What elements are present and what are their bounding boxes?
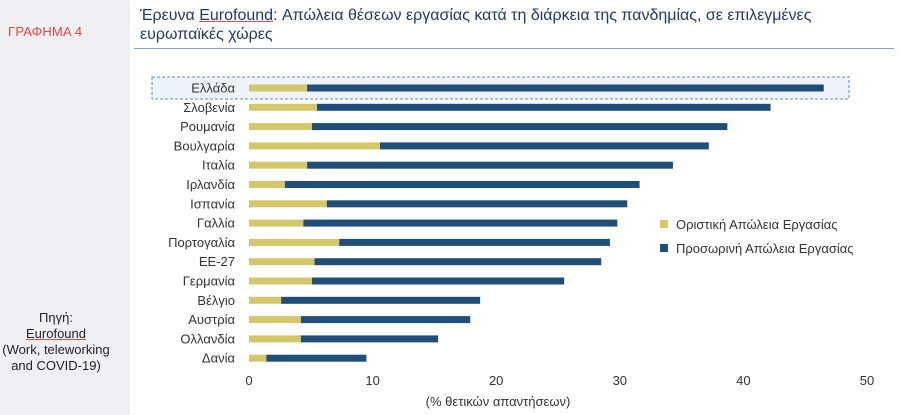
category-label: Ιταλία [202,158,235,173]
bar-temporary [266,354,367,362]
bar-permanent [249,161,308,169]
source-note: Πηγή: Eurofound (Work, teleworking and C… [0,310,112,374]
bar-permanent [249,142,381,150]
bar-temporary [380,142,709,150]
bar-permanent [249,238,340,246]
legend-item-temporary: Προσωρινή Απώλεια Εργασίας [660,240,854,256]
category-label: Γερμανία [183,274,236,289]
category-label: Ολλανδία [180,331,235,346]
bar-permanent [249,335,301,343]
legend-swatch-permanent [660,220,668,228]
bar-temporary [303,219,618,227]
figure-label: ΓΡΑΦΗΜΑ 4 [8,24,83,39]
category-label: Δανία [202,351,236,366]
x-axis-title: (% θετικών απαντήσεων) [426,394,571,409]
bar-temporary [326,200,628,208]
category-label: Βουλγαρία [174,138,236,153]
bar-permanent [249,296,282,304]
category-label: Σλοβενία [183,100,235,115]
bar-permanent [249,181,285,188]
category-label: Πορτογαλία [168,235,235,250]
bar-temporary [300,335,439,343]
bar-temporary [281,296,481,304]
bar-permanent [249,277,313,285]
bar-permanent [249,354,267,362]
legend-label-permanent: Οριστική Απώλεια Εργασίας [676,216,838,232]
bar-temporary [300,316,471,324]
bar-temporary [316,103,771,111]
category-label: Βέλγιο [197,293,235,308]
chart-panel: Έρευνα Eurofound: Απώλεια θέσεων εργασία… [130,0,900,415]
source-label: Πηγή: [39,310,73,325]
bar-temporary [307,161,673,169]
category-label: Ισπανία [190,196,235,211]
category-label: Ιρλανδία [186,177,235,192]
legend-swatch-temporary [660,244,668,252]
category-label: ΕΕ-27 [199,254,235,269]
bar-temporary [284,181,640,188]
title-highlight: Eurofound [199,7,274,24]
category-label: Ελλάδα [191,81,235,96]
bar-permanent [249,219,304,227]
x-tick-label: 40 [736,373,750,388]
bar-permanent [249,103,317,111]
x-tick-label: 0 [245,373,252,388]
chart-title: Έρευνα Eurofound: Απώλεια θέσεων εργασία… [140,6,880,44]
bar-temporary [312,277,565,285]
bar-temporary [307,84,824,92]
bar-temporary [314,258,602,266]
category-label: Αυστρία [188,312,235,327]
bar-temporary [312,123,728,131]
x-tick-label: 20 [489,373,503,388]
bar-chart: Ελλάδα Σλοβενία Ρουμανία Βουλγαρία Ιταλία Ιρλ… [151,76,874,409]
x-tick-label: 30 [613,373,627,388]
bar-temporary [339,238,610,246]
source-detail: (Work, teleworking and COVID-19) [2,342,110,373]
category-label: Ρουμανία [180,119,235,134]
legend-label-temporary: Προσωρινή Απώλεια Εργασίας [676,240,854,256]
title-prefix: Έρευνα [140,7,200,24]
legend: Οριστική Απώλεια Εργασίας Προσωρινή Απώλ… [660,216,854,264]
title-suffix: : Απώλεια θέσεων εργασίας κατά τη διάρκε… [140,7,812,43]
x-tick-label: 50 [860,373,874,388]
bar-permanent [249,258,315,266]
bar-permanent [249,84,308,92]
source-name: Eurofound [26,326,86,341]
category-label: Γαλλία [197,216,236,231]
x-tick-label: 10 [365,373,379,388]
bar-permanent [249,123,313,131]
bar-permanent [249,200,327,208]
bar-permanent [249,316,301,324]
legend-item-permanent: Οριστική Απώλεια Εργασίας [660,216,854,232]
title-divider [134,48,894,49]
sidebar: ΓΡΑΦΗΜΑ 4 Πηγή: Eurofound (Work, telewor… [0,0,130,415]
